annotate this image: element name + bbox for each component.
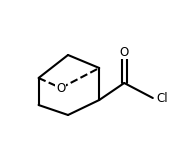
Text: O: O [56, 82, 65, 94]
Text: O: O [120, 45, 129, 58]
Text: Cl: Cl [156, 91, 168, 105]
